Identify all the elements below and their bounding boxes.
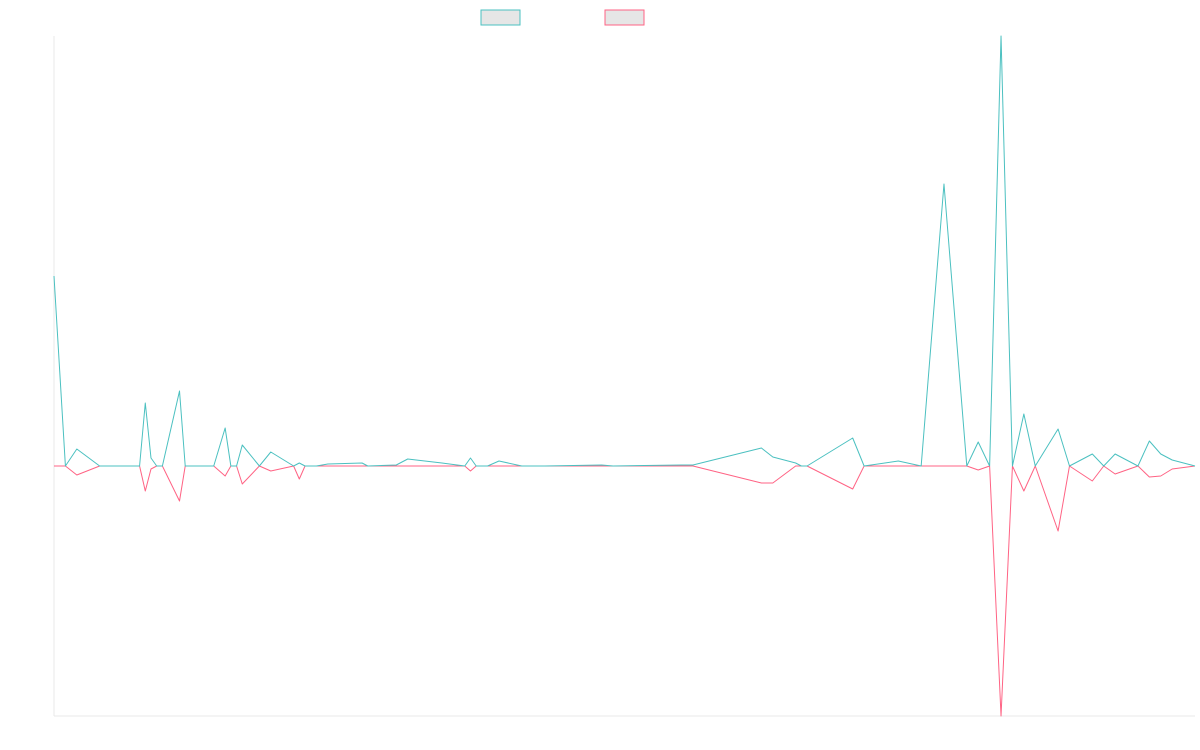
legend: [480, 9, 645, 26]
legend-swatch-2[interactable]: [604, 9, 645, 26]
series-layer: [53, 35, 1196, 717]
series-line-2: [54, 465, 1196, 717]
series-line-1: [53, 35, 1196, 467]
axes: [53, 36, 1195, 717]
legend-swatch-1[interactable]: [480, 9, 521, 26]
